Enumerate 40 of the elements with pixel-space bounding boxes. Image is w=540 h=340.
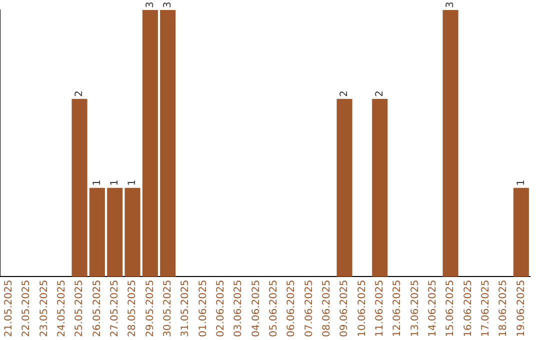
x-tick-label: 12.06.2025 — [392, 280, 404, 338]
data-label: 2 — [339, 90, 350, 97]
x-tick-label: 16.06.2025 — [462, 280, 474, 338]
x-tick-label: 19.06.2025 — [516, 280, 527, 338]
x-tick-label: 14.06.2025 — [427, 280, 438, 338]
x-tick-label: 05.06.2025 — [268, 280, 280, 338]
x-tick-label: 24.05.2025 — [56, 280, 68, 338]
x-tick-label: 23.05.2025 — [38, 280, 50, 338]
data-label: 1 — [109, 179, 120, 186]
x-tick-label: 25.05.2025 — [74, 280, 86, 338]
x-tick-label: 21.05.2025 — [3, 280, 14, 338]
x-tick-label: 22.05.2025 — [21, 280, 32, 338]
x-tick-label: 08.06.2025 — [321, 280, 332, 338]
data-label: 3 — [144, 2, 156, 8]
x-tick-label: 30.05.2025 — [162, 280, 174, 338]
x-tick-label: 07.06.2025 — [304, 280, 315, 338]
x-tick-label: 18.06.2025 — [498, 280, 510, 338]
x-tick-label: 13.06.2025 — [410, 280, 421, 338]
x-tick-label: 17.06.2025 — [480, 280, 492, 338]
x-tick-label: 10.06.2025 — [356, 280, 368, 338]
x-tick-label: 15.06.2025 — [445, 280, 456, 338]
x-tick-label: 27.05.2025 — [109, 280, 120, 338]
data-label: 1 — [516, 179, 527, 186]
x-tick-label: 31.05.2025 — [180, 280, 192, 338]
data-label: 3 — [162, 2, 174, 8]
x-tick-label: 29.05.2025 — [144, 280, 156, 338]
data-label: 2 — [74, 90, 86, 97]
x-tick-label: 03.06.2025 — [233, 280, 244, 338]
x-tick-label: 28.05.2025 — [127, 280, 138, 338]
data-label: 3 — [445, 2, 456, 8]
x-tick-label: 02.06.2025 — [215, 280, 226, 338]
data-label: 1 — [127, 179, 138, 186]
x-tick-label: 06.06.2025 — [286, 280, 298, 338]
x-tick-label: 11.06.2025 — [374, 280, 386, 338]
x-tick-label: 09.06.2025 — [339, 280, 350, 338]
data-label: 2 — [374, 90, 386, 97]
x-tick-label: 04.06.2025 — [250, 280, 262, 338]
x-tick-label: 26.05.2025 — [92, 280, 103, 338]
data-label: 1 — [92, 179, 103, 186]
x-tick-label: 01.06.2025 — [198, 280, 209, 338]
